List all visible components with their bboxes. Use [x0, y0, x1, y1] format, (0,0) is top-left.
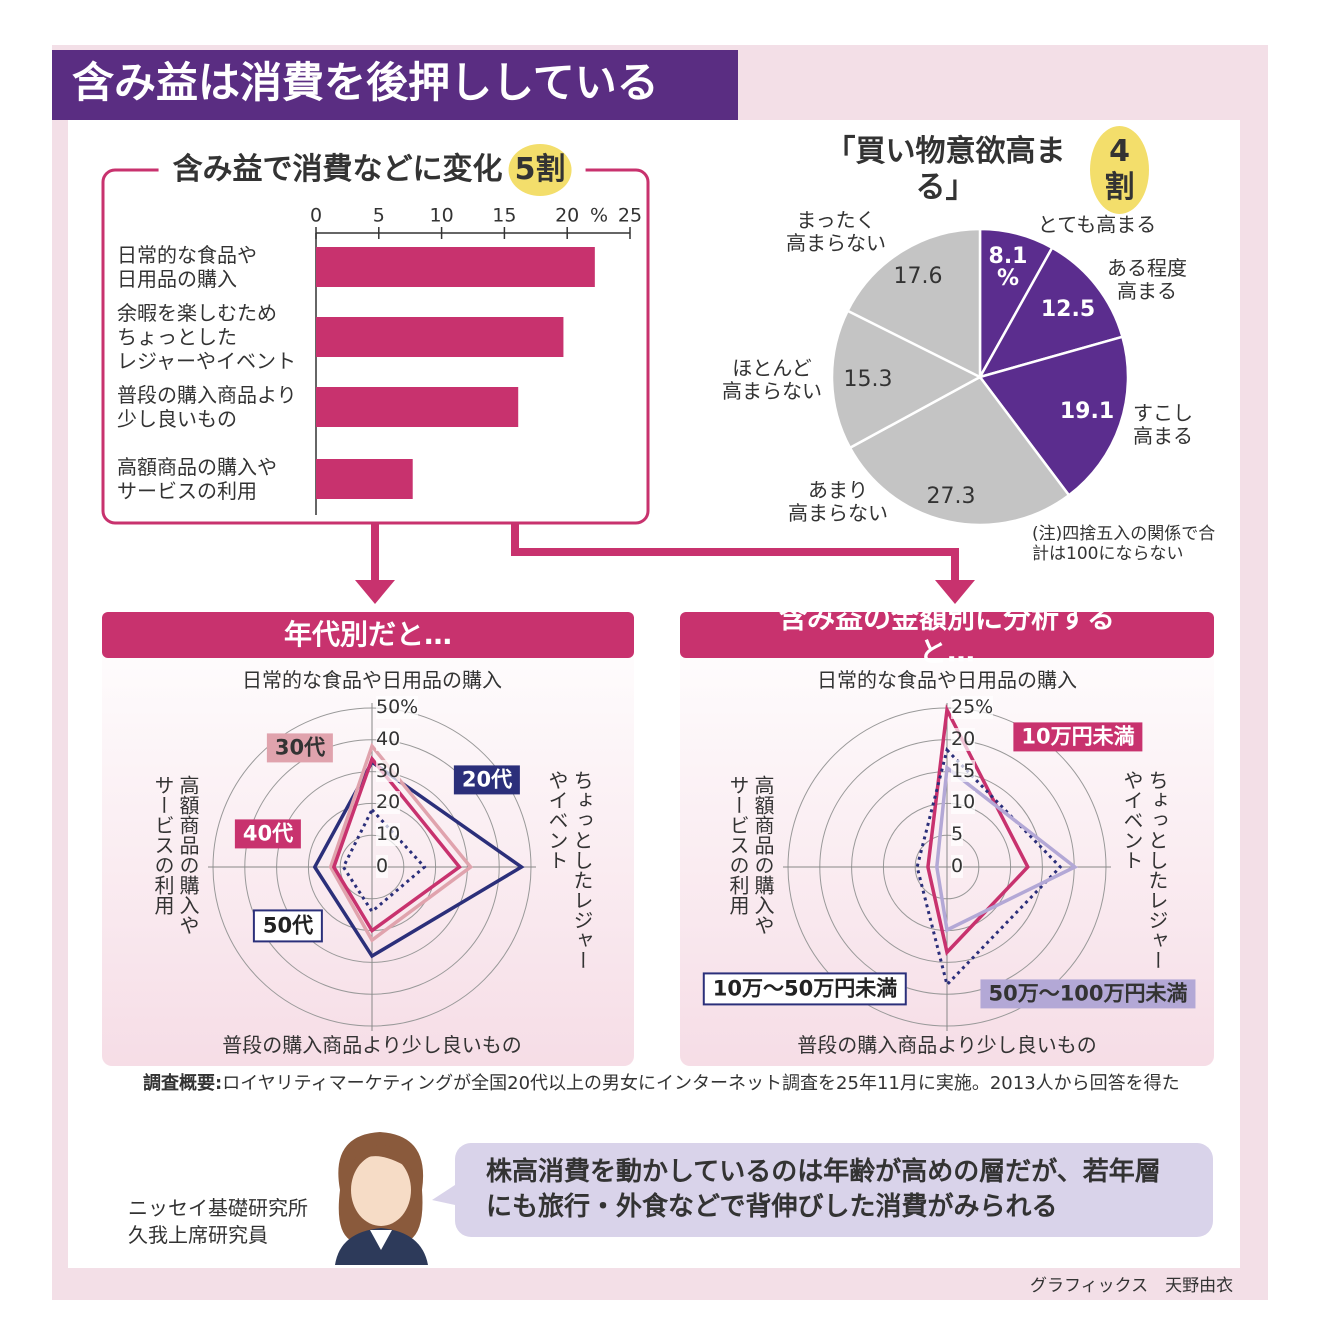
r-tick-label: 0 — [951, 855, 964, 878]
radar-line — [935, 764, 1079, 933]
panel-header — [102, 612, 634, 658]
bar — [316, 459, 413, 499]
bar-title: 含み益で消費などに変化 — [172, 152, 503, 187]
value-label: 27.3 — [926, 484, 976, 509]
category-label: 日常的な食品や 日用品の購入 — [117, 243, 257, 291]
axis-label: ちょっとしたレジャー やイベント — [1120, 770, 1169, 970]
axis-label: ちょっとしたレジャー やイベント — [545, 770, 594, 970]
axis-label: 普段の購入商品より少し良いもの — [797, 1033, 1097, 1057]
person-icon — [335, 1132, 428, 1265]
r-tick-label: 25% — [951, 696, 994, 719]
legend-label: 40代 — [234, 819, 302, 849]
r-tick-label: 20 — [376, 791, 401, 815]
badge: 5割 — [508, 144, 572, 196]
bar — [316, 317, 564, 357]
value-label: 19.1 — [1059, 399, 1115, 424]
r-tick-label: 5 — [951, 823, 964, 846]
r-tick-label: 15 — [951, 759, 976, 783]
x-tick-label: 20 — [555, 204, 580, 227]
panel-title: 年代別だと… — [283, 618, 453, 652]
pie-slice — [848, 375, 1071, 527]
radar-line — [926, 704, 1030, 956]
radar-line — [328, 742, 474, 943]
category-label: まったく 高まらない — [786, 208, 886, 255]
arrow-line — [371, 523, 959, 585]
pie-note: (注)四捨五入の関係で合 計は100にならない — [1032, 524, 1216, 565]
category-label: あまり 高まらない — [788, 478, 888, 525]
title-bar — [52, 50, 738, 120]
comment: 株高消費を動かしているのは年齢が高めの層だが、若年層 にも旅行・外食などで背伸び… — [486, 1157, 1161, 1223]
r-tick-label: 20 — [951, 727, 976, 751]
radar-panel — [102, 612, 634, 1066]
x-tick-label: 15 — [492, 204, 517, 227]
speech-bubble — [455, 1143, 1213, 1237]
r-tick-label: 40 — [376, 727, 401, 751]
category-label: すこし 高まる — [1133, 401, 1193, 448]
survey-note: 調査概要:ロイヤリティマーケティングが全国20代以上の男女にインターネット調査を… — [143, 1073, 1180, 1095]
r-tick-label: 10 — [376, 823, 401, 846]
panel-title: 含み益の金額別に分析すると… — [778, 601, 1115, 668]
legend-label: 20代 — [453, 765, 521, 795]
value-label: 8.1 % — [988, 244, 1028, 291]
pie-slice — [830, 309, 983, 450]
commentator: ニッセイ基礎研究所 久我上席研究員 — [128, 1196, 308, 1247]
bar — [316, 387, 519, 427]
value-label: 17.6 — [893, 264, 943, 289]
pie-header: 「買い物意欲高まる」 4割 — [807, 126, 1149, 214]
radar-line — [341, 807, 427, 914]
x-tick-label: 5 — [372, 204, 385, 227]
axis-label: 日常的な食品や日用品の購入 — [817, 668, 1077, 692]
category-label: ほとんど 高まらない — [722, 356, 822, 403]
badge: 4割 — [1090, 126, 1149, 214]
value-label: 15.3 — [843, 367, 893, 392]
radar-line — [312, 759, 525, 959]
pie-slice — [977, 246, 1124, 380]
r-tick-label: 50% — [376, 696, 419, 719]
survey-label: 調査概要: — [143, 1073, 223, 1094]
category-label: 余暇を楽しむため ちょっとした レジャーやイベント — [117, 301, 296, 373]
panel-header — [680, 612, 1214, 658]
legend-label: 50万～100万円未満 — [980, 979, 1196, 1009]
r-tick-label: 10 — [951, 791, 976, 815]
x-tick-label: 10 — [429, 204, 454, 227]
value-label: 12.5 — [1040, 297, 1096, 322]
category-label: 普段の購入商品より 少し良いもの — [117, 383, 297, 431]
bar-header: 含み益で消費などに変化 5割 — [158, 144, 586, 196]
unit-label: % — [589, 204, 609, 227]
axis-label: 高額商品の購入や サービスの利用 — [726, 775, 775, 935]
legend-label: 10万円未満 — [1013, 722, 1143, 752]
x-tick-label: 25 — [617, 204, 643, 227]
credit: グラフィックス 天野由衣 — [1030, 1276, 1234, 1296]
radar-line — [331, 755, 462, 934]
pie-title: 「買い物意欲高まる」 — [825, 134, 1066, 205]
category-label: 高額商品の購入や サービスの利用 — [117, 455, 277, 503]
r-tick-label: 0 — [376, 855, 389, 878]
axis-label: 日常的な食品や日用品の購入 — [242, 668, 502, 692]
bar — [316, 247, 595, 287]
r-tick-label: 30 — [376, 759, 401, 783]
category-label: ある程度 高まる — [1107, 256, 1187, 303]
legend-label: 50代 — [252, 909, 324, 943]
legend-label: 10万～50万円未満 — [702, 972, 908, 1006]
category-label: とても高まる — [1037, 212, 1157, 237]
axis-label: 普段の購入商品より少し良いもの — [222, 1033, 522, 1057]
survey-text: ロイヤリティマーケティングが全国20代以上の男女にインターネット調査を25年11… — [222, 1073, 1180, 1094]
legend-label: 30代 — [266, 733, 334, 763]
axis-label: 高額商品の購入や サービスの利用 — [151, 775, 200, 935]
main-title: 含み益は消費を後押ししている — [72, 58, 659, 107]
pie-slice — [845, 227, 982, 380]
bubble-tail — [432, 1185, 455, 1205]
x-tick-label: 0 — [309, 204, 323, 227]
pie-slice — [977, 335, 1130, 498]
